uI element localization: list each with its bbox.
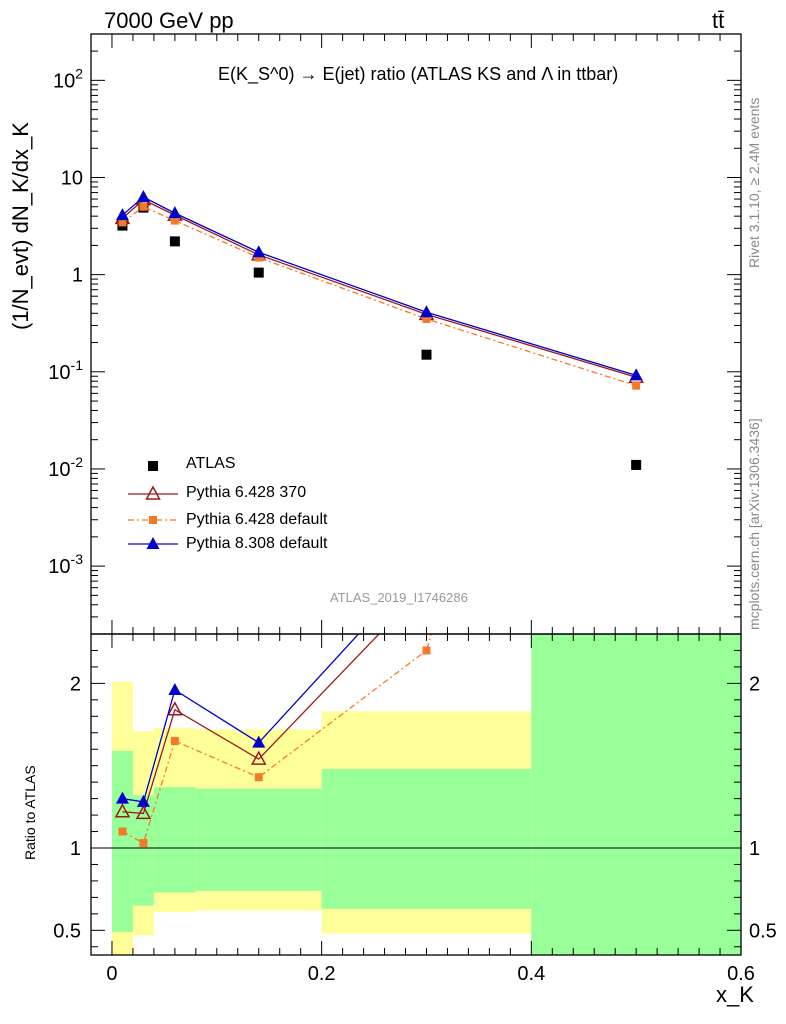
main-line-p6_370 [122, 198, 637, 378]
ratio-y-tick-label-right: 1 [749, 838, 760, 860]
main-point-p6_default-0 [118, 218, 127, 227]
y-tick-base: 10 [48, 556, 70, 578]
ratio-line-p8_default [122, 634, 360, 803]
ratio-y-tick-label-left: 0.5 [53, 920, 81, 942]
analysis-id: ATLAS_2019_I1746286 [330, 590, 468, 605]
main-point-p6_default-1 [139, 202, 148, 211]
energy-label: 7000 GeV pp [104, 8, 234, 33]
band-inner-2 [153, 787, 196, 893]
main-point-p8_default-1 [136, 189, 150, 202]
ratio-point-p6_default-1 [139, 839, 148, 848]
y-tick-exp: -2 [71, 454, 84, 470]
ratio-frame [90, 633, 742, 956]
band-inner-4 [321, 768, 532, 909]
x-tick-label: 0.6 [727, 963, 755, 985]
y-tick-base: 10 [53, 70, 75, 92]
main-point-data-4 [421, 349, 432, 360]
main-point-p8_default-0 [115, 208, 129, 221]
y-tick-label: 10 [61, 168, 83, 190]
y-axis-label: (1/N_evt) dN_K/dx_K [8, 122, 33, 330]
y-tick-base: 10 [48, 459, 70, 481]
main-point-p8_default-2 [168, 206, 182, 219]
y-tick-base: 10 [48, 362, 70, 384]
legend-entry-atlas: ATLAS [186, 455, 236, 472]
ratio-point-p6_370-2 [167, 701, 183, 716]
main-point-p6_default-2 [170, 216, 179, 225]
ratio-point-p8_default-1 [136, 794, 150, 807]
main-point-data-2 [169, 236, 180, 247]
x-tick-label: 0 [106, 963, 117, 985]
y-tick-label: 10-3 [48, 551, 83, 578]
legend-entry-pythia6-default: Pythia 6.428 default [186, 511, 328, 528]
ratio-series [114, 553, 433, 848]
y-tick-exp: -3 [71, 551, 84, 567]
ratio-point-p6_default-4 [422, 646, 431, 655]
ratio-y-tick-label-left: 1 [70, 838, 81, 860]
y-tick-label: 102 [53, 65, 83, 92]
process-label: tt̄ [712, 8, 725, 33]
ratio-y-tick-label-right: 2 [749, 673, 760, 695]
ratio-point-p6_default-0 [118, 827, 127, 836]
ratio-point-p6_default-2 [170, 737, 179, 745]
mcplots-reference-label: mcplots.cern.ch [arXiv:1306.3436] [746, 418, 762, 630]
band-inner-0 [111, 750, 133, 932]
ratio-y-tick-label-left: 2 [70, 673, 81, 695]
ratio-point-p8_default-3 [252, 735, 266, 748]
y-tick-exp: -1 [71, 357, 84, 373]
plot-frames [90, 33, 742, 956]
band-inner-5 [531, 634, 741, 955]
y-tick-label: 10-2 [48, 454, 83, 481]
ratio-axis-label: Ratio to ATLAS [22, 765, 38, 860]
ratio-point-p6_370-1 [135, 804, 152, 820]
main-line-p8_default [122, 196, 637, 376]
ratio-point-p8_default-0 [115, 791, 129, 804]
ratio-point-p6_370-3 [250, 750, 267, 765]
ratio-uncertainty-bands [111, 634, 741, 955]
y-tick-exp: 2 [75, 65, 83, 81]
chart-title: E(K_S^0) → E(jet) ratio (ATLAS KS and Λ … [218, 64, 619, 84]
x-tick-label: 0.2 [308, 963, 336, 985]
legend-marker-p6_370 [145, 485, 161, 500]
main-point-p8_default-4 [419, 305, 433, 318]
ratio-point-p6_370-0 [114, 803, 131, 818]
main-point-data-3 [253, 267, 264, 278]
x-axis-label: x_K [716, 982, 754, 1007]
y-tick-label: 10-1 [48, 357, 83, 384]
legend-entry-pythia6-370: Pythia 6.428 370 [186, 484, 307, 501]
band-inner-3 [195, 788, 322, 891]
ratio-point-p6_370-4 [420, 578, 433, 590]
legend-markers [128, 461, 178, 549]
ratio-point-p8_default-2 [168, 682, 182, 695]
main-point-p6_default-5 [632, 381, 641, 390]
legend-marker-p8_default [146, 537, 160, 549]
ratio-point-p8_default-4 [420, 553, 433, 565]
legend-marker-data [148, 461, 158, 471]
legend-entry-pythia8-default: Pythia 8.308 default [186, 535, 328, 552]
ratio-y-tick-label-right: 0.5 [749, 920, 777, 942]
x-tick-label: 0.4 [517, 963, 545, 985]
y-tick-label: 1 [72, 265, 83, 287]
main-point-p6_default-4 [422, 314, 431, 323]
rivet-version-label: Rivet 3.1.10, ≥ 2.4M events [746, 97, 762, 268]
ratio-point-p6_default-3 [254, 773, 263, 782]
band-inner-1 [132, 795, 154, 906]
main-point-p8_default-3 [252, 245, 266, 258]
main-series [114, 189, 644, 470]
main-point-p6_default-3 [254, 253, 263, 262]
main-line-p6_default [122, 205, 637, 387]
legend-marker-p6_default [149, 516, 157, 524]
main-point-p8_default-5 [629, 368, 643, 381]
main-point-data-5 [631, 459, 642, 470]
axis-ticks [90, 33, 742, 955]
